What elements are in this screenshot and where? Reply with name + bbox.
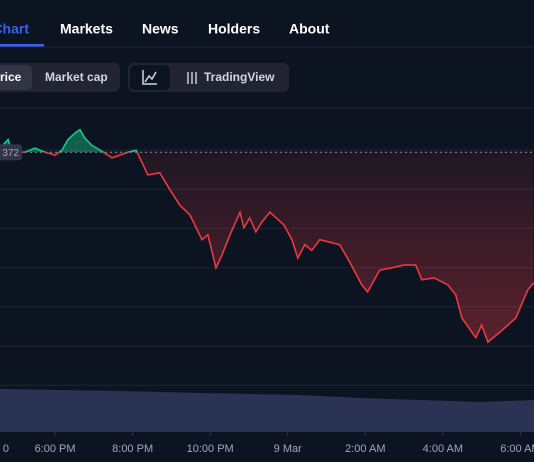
tab-news[interactable]: News — [142, 21, 179, 37]
tab-about[interactable]: About — [289, 21, 330, 37]
toggle-market-cap[interactable]: Market cap — [45, 70, 108, 84]
area-above — [0, 129, 138, 153]
x-tick-label: 2:00 AM — [345, 443, 385, 455]
x-tick-label: 6:00 PM — [35, 443, 76, 455]
tab-markets[interactable]: Markets — [60, 21, 113, 37]
x-tick-label: 8:00 PM — [112, 443, 153, 455]
tradingview-button[interactable]: TradingView — [204, 70, 275, 84]
price-line-above — [0, 128, 139, 153]
x-tick-label: 9 Mar — [274, 443, 302, 455]
grid — [0, 149, 534, 386]
x-tick-label: 4:00 AM — [423, 443, 463, 455]
candle-icon — [187, 72, 197, 84]
tab-chart[interactable]: Chart — [0, 21, 29, 37]
toggle-selected — [0, 65, 32, 90]
volume-band — [0, 389, 534, 432]
tab-holders[interactable]: Holders — [208, 21, 260, 37]
area-below — [0, 152, 534, 342]
line-icon[interactable] — [142, 70, 157, 85]
x-tick-label: 6:00 AM — [500, 443, 534, 455]
x-tick-label: 10:00 PM — [187, 443, 234, 455]
baseline-tag — [0, 144, 22, 161]
x-tick-label: 0 — [3, 443, 9, 455]
baseline-label: 372 — [2, 148, 19, 159]
price-line-below — [11, 152, 534, 344]
active-tab-underline — [0, 44, 44, 47]
toggle-price[interactable]: rice — [0, 70, 22, 84]
